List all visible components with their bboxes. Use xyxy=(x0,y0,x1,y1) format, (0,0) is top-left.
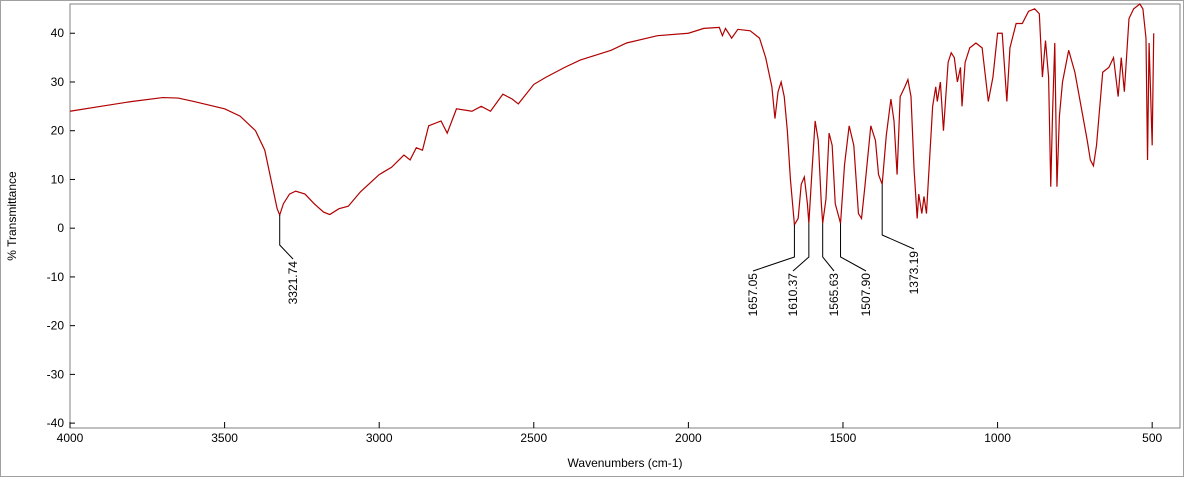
y-tick-label: -40 xyxy=(47,416,65,430)
x-axis-label: Wavenumbers (cm-1) xyxy=(568,456,683,470)
y-tick-label: 20 xyxy=(51,124,65,138)
y-tick-label: 10 xyxy=(51,172,65,186)
x-tick-label: 2500 xyxy=(520,431,547,445)
y-tick-label: -10 xyxy=(47,270,65,284)
peak-leader xyxy=(792,223,810,272)
y-tick-label: 40 xyxy=(51,26,65,40)
peak-leader xyxy=(752,224,795,272)
x-tick-label: 500 xyxy=(1142,431,1162,445)
y-tick-label: -20 xyxy=(47,319,65,333)
x-tick-label: 1000 xyxy=(984,431,1011,445)
peak-leader xyxy=(840,223,867,272)
peak-label: 1373.19 xyxy=(907,251,921,295)
peak-leader xyxy=(881,184,915,250)
plot-area xyxy=(69,3,1181,429)
x-tick-label: 3500 xyxy=(211,431,238,445)
spectrum-line xyxy=(69,3,1155,227)
x-tick-label: 3000 xyxy=(366,431,393,445)
peak-label: 3321.74 xyxy=(286,261,300,305)
peak-leader xyxy=(822,223,835,272)
x-tick-label: 2000 xyxy=(675,431,702,445)
y-tick-label: 0 xyxy=(57,221,64,235)
y-tick-label: -30 xyxy=(47,367,65,381)
peak-label: 1507.90 xyxy=(859,273,873,317)
x-tick-label: 4000 xyxy=(57,431,84,445)
peak-leader xyxy=(279,215,294,260)
y-axis-label: % Transmittance xyxy=(5,171,19,261)
y-tick-label: 30 xyxy=(51,75,65,89)
peak-label: 1565.63 xyxy=(827,273,841,317)
x-tick-label: 1500 xyxy=(830,431,857,445)
peak-label: 1657.05 xyxy=(746,273,760,317)
peak-label: 1610.37 xyxy=(786,273,800,317)
